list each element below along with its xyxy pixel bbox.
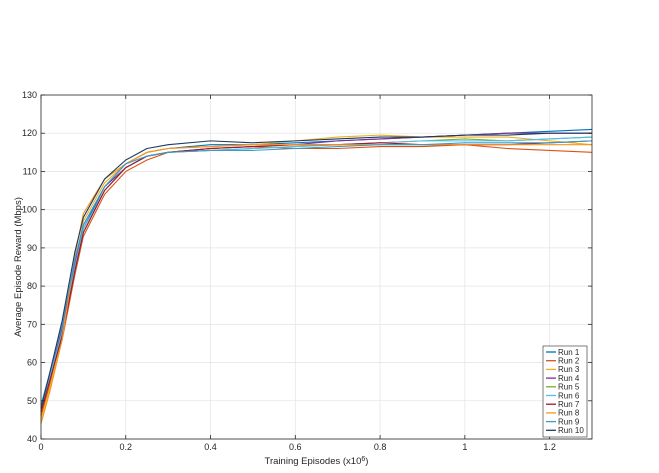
legend-label: Run 6 <box>558 391 580 400</box>
series-lines <box>40 128 593 424</box>
series-line-run-10 <box>40 132 592 409</box>
legend-label: Run 5 <box>558 383 580 392</box>
x-tick-labels: 0 0.2 0.4 0.6 0.8 1 1.2 <box>38 442 555 452</box>
x-tick-label: 1 <box>462 442 467 452</box>
legend-label: Run 7 <box>558 400 580 409</box>
y-tick-label: 120 <box>22 128 37 138</box>
x-tick-label: 1.2 <box>543 442 556 452</box>
x-tick-label: 0.2 <box>120 442 133 452</box>
series-line-run-8 <box>40 144 592 424</box>
x-tick-label: 0.4 <box>204 442 217 452</box>
legend-label: Run 8 <box>558 409 580 418</box>
x-tick-label: 0.6 <box>289 442 302 452</box>
legend-label: Run 1 <box>558 348 580 357</box>
y-tick-label: 90 <box>27 243 37 253</box>
y-tick-label: 70 <box>27 319 37 329</box>
y-tick-label: 60 <box>27 358 37 368</box>
legend-label: Run 3 <box>558 365 580 374</box>
axis-ticks <box>40 94 592 440</box>
y-tick-label: 50 <box>27 396 37 406</box>
y-tick-label: 40 <box>27 434 37 444</box>
x-axis-title: Training Episodes (x106) <box>265 456 369 468</box>
y-tick-label: 110 <box>23 166 37 176</box>
x-tick-label: 0 <box>38 442 43 452</box>
legend-label: Run 9 <box>558 417 580 426</box>
y-tick-labels: 40 50 60 70 80 90 100 110 120 130 <box>22 90 37 444</box>
y-tick-label: 130 <box>22 90 37 100</box>
legend-label: Run 10 <box>558 426 584 435</box>
series-line-run-9 <box>40 140 593 405</box>
y-tick-label: 80 <box>27 281 37 291</box>
y-axis-title: Average Episode Reward (Mbps) <box>13 197 24 337</box>
legend-label: Run 2 <box>558 357 580 366</box>
plot-frame <box>40 94 593 440</box>
legend-label: Run 4 <box>558 374 580 383</box>
x-tick-label: 0.8 <box>374 442 387 452</box>
y-tick-label: 100 <box>22 205 37 215</box>
